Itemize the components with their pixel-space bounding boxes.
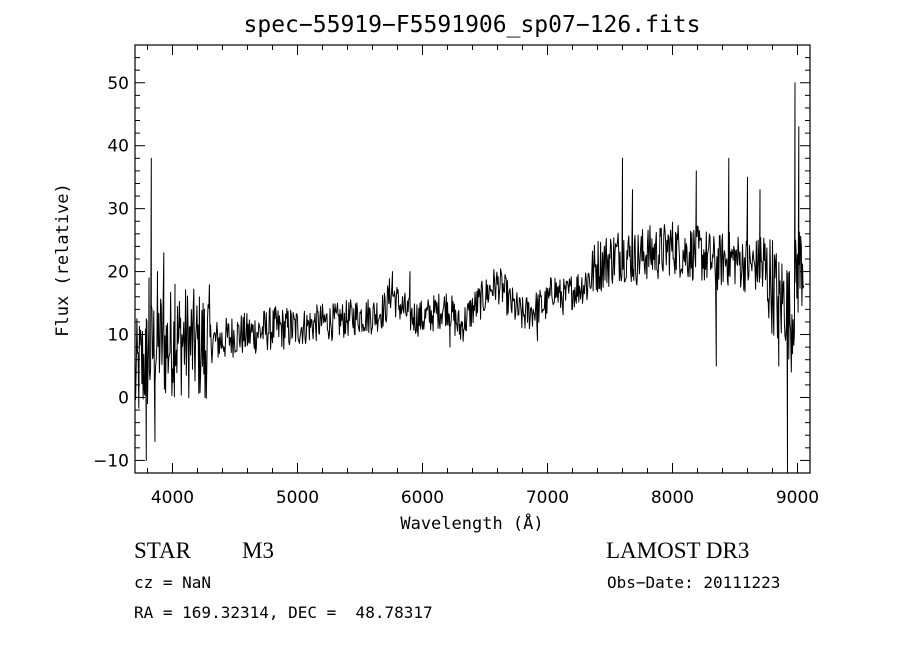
spectrum-series <box>134 82 805 474</box>
y-tick-label: 30 <box>107 200 129 220</box>
chart-title: spec−55919−F5591906_sp07−126.fits <box>244 12 701 38</box>
x-tick-label: 7000 <box>526 488 569 508</box>
y-tick-label: 0 <box>118 388 129 408</box>
obs-date: Obs−Date: 20111223 <box>607 573 781 592</box>
y-tick-label: −10 <box>93 451 129 471</box>
y-tick-label: 50 <box>107 74 129 94</box>
y-tick-label: 10 <box>107 326 129 346</box>
x-axis-label: Wavelength (Å) <box>400 512 543 534</box>
object-subclass: M3 <box>242 538 274 563</box>
object-type: STAR <box>134 538 191 563</box>
coordinates: RA = 169.32314, DEC = 48.78317 <box>134 603 433 622</box>
y-tick-label: 20 <box>107 263 129 283</box>
x-tick-label: 4000 <box>151 488 194 508</box>
x-tick-label: 9000 <box>776 488 819 508</box>
x-tick-label: 6000 <box>401 488 444 508</box>
x-tick-label: 5000 <box>276 488 319 508</box>
spectrum-line <box>134 82 805 474</box>
axis-tick-labels: 4000 5000 6000 7000 8000 9000 −10 0 10 20 30 40 50 <box>93 74 819 508</box>
plot-frame <box>134 44 811 474</box>
axis-ticks <box>135 44 810 474</box>
cz-value: cz = NaN <box>134 573 212 592</box>
y-axis-label: Flux (relative) <box>53 183 73 337</box>
y-tick-label: 40 <box>107 137 129 157</box>
survey-label: LAMOST DR3 <box>606 538 750 563</box>
x-tick-label: 8000 <box>651 488 694 508</box>
